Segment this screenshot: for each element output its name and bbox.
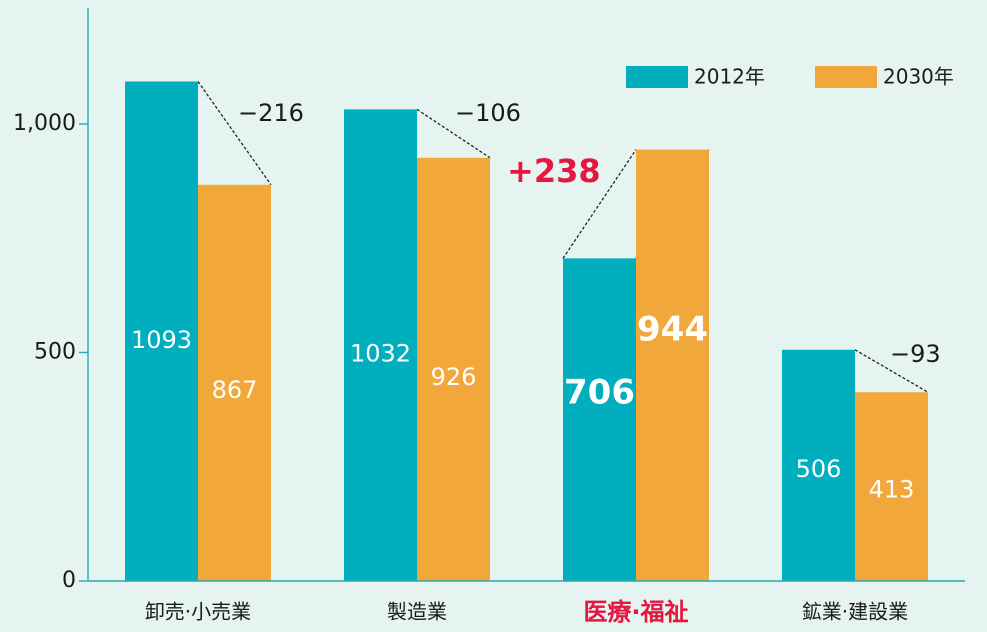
bar-value-label: 706 xyxy=(564,372,635,412)
change-connector xyxy=(197,81,272,186)
legend-label-2012: 2012年 xyxy=(694,65,765,89)
change-label: −93 xyxy=(890,340,941,368)
bars-layer xyxy=(125,81,928,582)
bar-value-label: 413 xyxy=(869,475,915,503)
bar-value-label: 926 xyxy=(431,363,477,391)
y-tick-label: 1,000 xyxy=(13,111,76,136)
axes-layer: 0 500 1,000 xyxy=(13,8,965,593)
change-connector xyxy=(854,349,929,393)
category-label: 製造業 xyxy=(387,600,447,624)
legend-swatch-2030 xyxy=(815,66,877,88)
bar-value-label: 506 xyxy=(796,455,842,483)
bar-2012-1 xyxy=(344,109,417,581)
category-label: 鉱業·建設業 xyxy=(802,600,908,624)
bar-2012-0 xyxy=(125,81,198,582)
bar-2030-0 xyxy=(198,184,271,581)
bar-value-label: 1032 xyxy=(350,340,411,368)
bar-value-label: 1093 xyxy=(131,326,192,354)
y-tick-label: 0 xyxy=(62,568,76,593)
y-tick-label: 500 xyxy=(34,340,76,365)
change-connector xyxy=(562,149,637,259)
bar-2030-3 xyxy=(855,392,928,581)
bar-value-label: 867 xyxy=(212,376,258,404)
legend-label-2030: 2030年 xyxy=(883,65,954,89)
legend: 2012年 2030年 xyxy=(626,65,954,89)
bar-2030-2 xyxy=(636,149,709,582)
change-label: −106 xyxy=(455,99,521,127)
bar-value-label: 944 xyxy=(637,309,708,349)
category-label: 卸売·小売業 xyxy=(145,600,251,624)
category-label: 医療·福祉 xyxy=(583,598,688,626)
legend-swatch-2012 xyxy=(626,66,688,88)
bar-2030-1 xyxy=(417,157,490,581)
bar-2012-3 xyxy=(782,349,855,581)
change-label: +238 xyxy=(507,152,601,190)
bar-2012-2 xyxy=(563,258,636,581)
change-label: −216 xyxy=(238,99,304,127)
